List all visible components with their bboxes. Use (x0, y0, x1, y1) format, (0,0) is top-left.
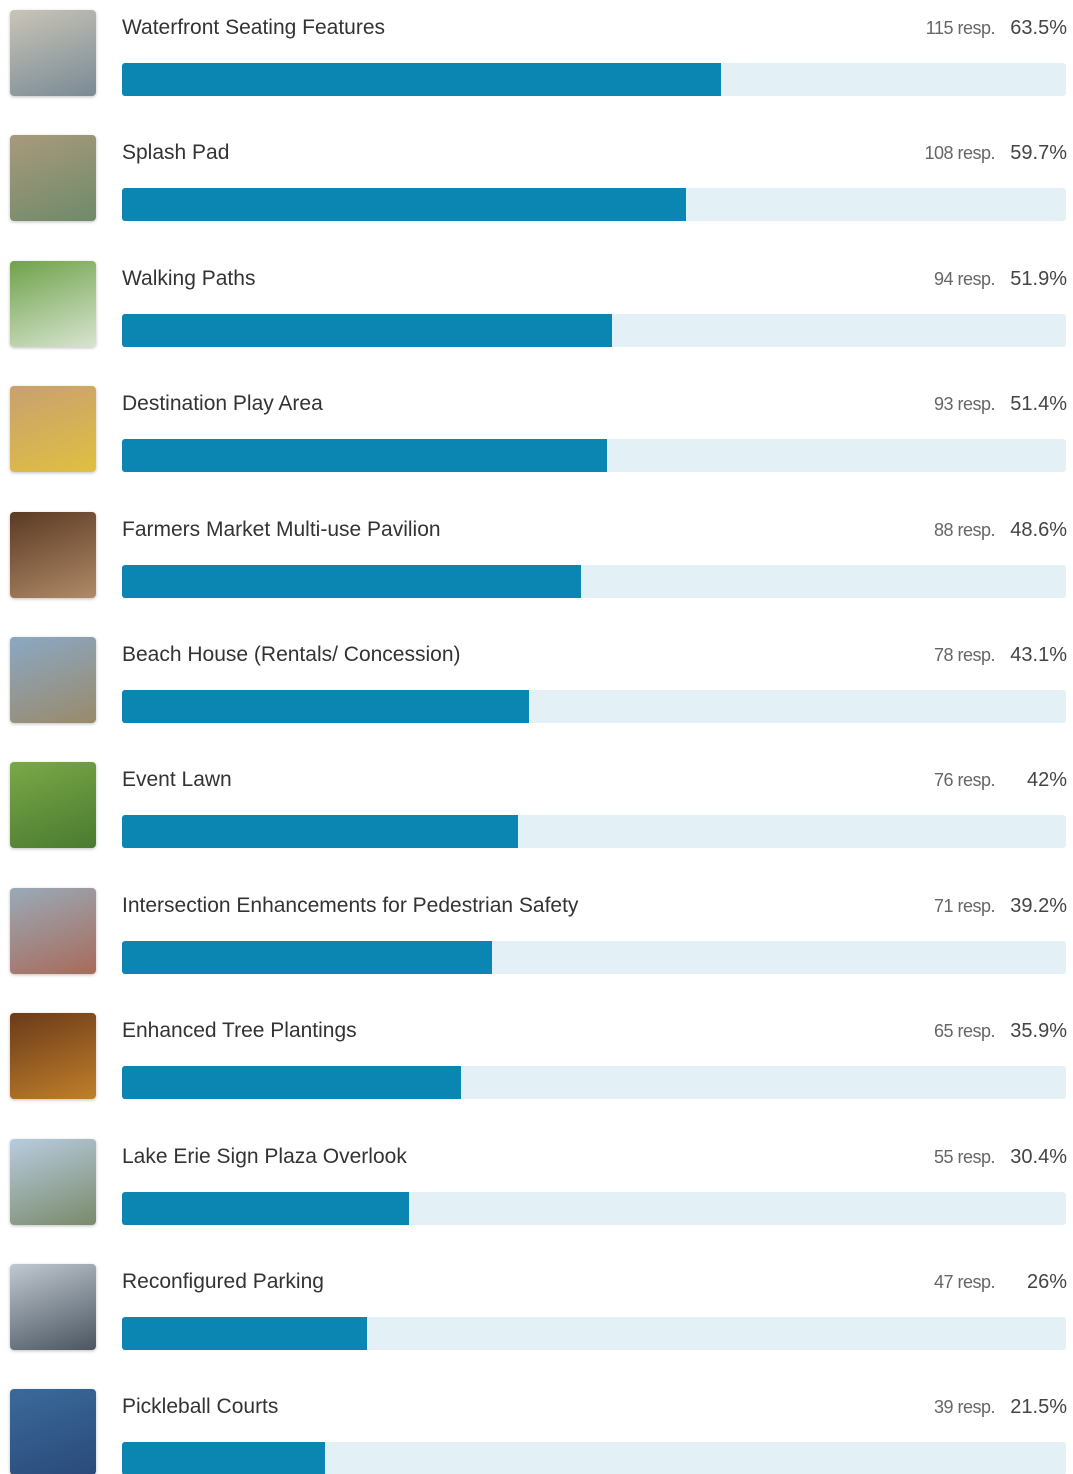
bar-track (122, 1317, 1066, 1350)
bar-track (122, 439, 1066, 473)
bar-track (122, 188, 1066, 222)
thumbnail (10, 887, 96, 974)
item-label: Destination Play Area (122, 392, 323, 416)
bar-track (122, 690, 1066, 723)
percent-label: 63.5% (1010, 17, 1067, 39)
response-count: 108 resp. (924, 143, 995, 164)
thumbnail (10, 1389, 96, 1474)
response-count: 71 resp. (933, 895, 996, 916)
bar (122, 564, 581, 598)
item-label: Waterfront Seating Features (122, 16, 386, 39)
bar (122, 439, 608, 473)
bar-track (122, 313, 1066, 347)
percent-label: 35.9% (1010, 1020, 1067, 1043)
percent-label: 42% (1026, 769, 1067, 792)
response-count: 88 resp. (933, 519, 996, 540)
percent-label: 21.5% (1010, 1396, 1067, 1419)
percent-label: 43.1% (1010, 644, 1067, 666)
bar (122, 815, 519, 849)
response-count: 76 resp. (933, 770, 996, 791)
item-label: Enhanced Tree Plantings (122, 1019, 357, 1043)
response-count: 39 resp. (933, 1397, 996, 1418)
percent-label: 51.9% (1010, 267, 1067, 290)
response-count: 94 resp. (933, 268, 996, 289)
response-count: 78 resp. (933, 645, 996, 665)
response-count: 47 resp. (933, 1272, 996, 1292)
response-count: 115 resp. (925, 18, 996, 38)
response-count: 55 resp. (933, 1146, 996, 1167)
bar-track (122, 815, 1066, 849)
item-label: Splash Pad (122, 141, 230, 165)
thumbnail (10, 1013, 96, 1100)
bar-track (122, 1442, 1066, 1474)
item-label: Pickleball Courts (122, 1395, 279, 1419)
bar-track (122, 1191, 1066, 1225)
thumbnail (10, 637, 96, 723)
percent-label: 30.4% (1010, 1145, 1067, 1168)
bar (122, 188, 686, 222)
item-label: Intersection Enhancements for Pedestrian… (122, 893, 579, 917)
percent-label: 59.7% (1010, 142, 1067, 165)
percent-label: 26% (1026, 1271, 1067, 1293)
bar (122, 940, 493, 974)
thumbnail (10, 260, 96, 347)
bar-track (122, 564, 1066, 598)
percent-label: 51.4% (1010, 393, 1067, 416)
response-count: 93 resp. (933, 394, 996, 415)
bar (122, 690, 529, 723)
thumbnail (10, 1264, 96, 1350)
bar (122, 1191, 409, 1225)
item-label: Event Lawn (122, 768, 232, 792)
bar-track (122, 1066, 1066, 1100)
thumbnail (10, 511, 96, 598)
item-label: Reconfigured Parking (122, 1270, 324, 1293)
bar (122, 1066, 461, 1100)
thumbnail (10, 386, 96, 473)
bar (122, 313, 612, 347)
percent-label: 39.2% (1010, 894, 1067, 917)
bar (122, 1317, 368, 1350)
item-label: Walking Paths (122, 266, 256, 290)
thumbnail (10, 1138, 96, 1225)
bar (122, 1442, 325, 1474)
percent-label: 48.6% (1010, 518, 1067, 541)
item-label: Beach House (Rentals/ Concession) (122, 643, 461, 666)
bar-track (122, 63, 1066, 96)
bar-track (122, 940, 1066, 974)
bar (122, 63, 722, 96)
thumbnail (10, 762, 96, 849)
thumbnail (10, 10, 96, 96)
thumbnail (10, 135, 96, 222)
item-label: Farmers Market Multi-use Pavilion (122, 517, 441, 541)
item-label: Lake Erie Sign Plaza Overlook (122, 1144, 407, 1168)
response-count: 65 resp. (933, 1021, 996, 1042)
